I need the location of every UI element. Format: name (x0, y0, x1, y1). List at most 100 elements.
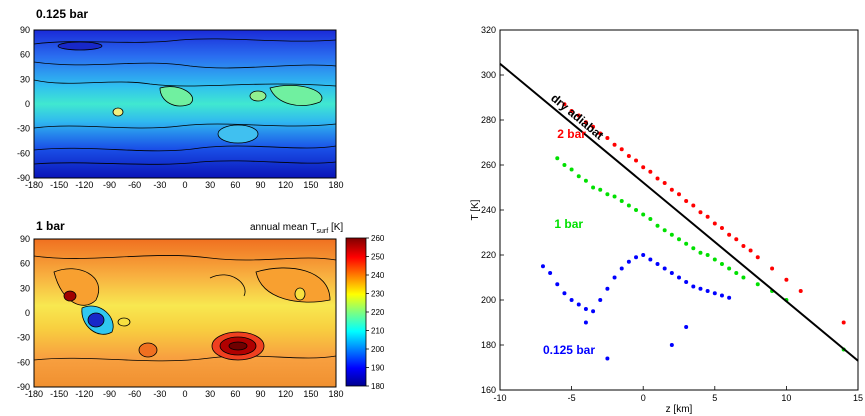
data-point (569, 167, 574, 172)
bottom-map-lat-tick-label: 0 (25, 308, 30, 318)
bottom-map-lat-tick-label: -30 (17, 333, 30, 343)
data-point (655, 262, 660, 266)
bottom-map-lon-tick-label: -90 (103, 389, 116, 399)
top-map-title: 0.125 bar (36, 7, 88, 21)
data-point (540, 264, 545, 269)
data-point (548, 271, 553, 275)
data-point (562, 102, 567, 107)
y-tick-label: 160 (481, 385, 496, 395)
top-map-lat-tick-label: 30 (20, 74, 30, 84)
data-point (691, 284, 696, 289)
scatter-plot: -10 -5 0 5 10 15 320300280260240220200180160 … (470, 25, 863, 415)
data-point (669, 343, 674, 347)
bottom-map-lat-tick-label: -90 (17, 382, 30, 392)
top-map-lat-tick-label: 60 (20, 50, 30, 60)
bottom-map-lon-tick-label: -30 (153, 389, 166, 399)
series-label: 0.125 bar (543, 343, 595, 357)
data-point (576, 302, 581, 307)
colorbar-tick-label: 260 (371, 234, 385, 243)
data-point (583, 320, 588, 325)
scatter-y-ticks: 320 300 280 260 240 220 200 180 160 (481, 25, 504, 395)
data-point (626, 154, 631, 158)
colorbar-tick-label: 250 (371, 253, 385, 262)
top-map-lon-tick-label: 0 (182, 180, 187, 190)
data-point (727, 266, 732, 271)
data-point (598, 187, 603, 192)
data-point (648, 169, 653, 174)
scatter-frame (499, 29, 859, 391)
data-point (727, 295, 732, 300)
data-point (576, 174, 581, 179)
colorbar-tick-label: 190 (371, 364, 385, 373)
x-tick-label: 5 (712, 393, 717, 403)
data-point (784, 277, 789, 282)
data-point (641, 165, 646, 170)
y-tick-label: 280 (481, 115, 496, 125)
data-point (712, 221, 717, 226)
y-tick-label: 260 (481, 160, 496, 170)
series-label: 2 bar (557, 127, 586, 141)
colorbar-tick-label: 200 (371, 345, 385, 354)
data-point (705, 214, 710, 219)
top-map-lon-tick-label: 120 (278, 180, 293, 190)
data-point (605, 192, 610, 197)
data-point (719, 293, 724, 298)
x-tick-label: 10 (781, 393, 791, 403)
data-point (598, 131, 603, 136)
data-point (612, 194, 617, 199)
top-map-lon-tick-label: -60 (128, 180, 141, 190)
top-map-lon-tick-label: -180 (25, 180, 43, 190)
top-map-lat-tick-label: -90 (17, 173, 30, 183)
data-point (684, 325, 689, 329)
top-map-lon-tick-label: -150 (50, 180, 68, 190)
y-axis-label: T [K] (470, 199, 481, 220)
colorbar-tick-label: 210 (371, 327, 385, 336)
data-point (626, 259, 631, 264)
data-point (705, 289, 710, 293)
data-point (634, 208, 639, 212)
data-point (634, 255, 639, 260)
data-point (734, 237, 739, 242)
top-map-lat-tick-label: -60 (17, 148, 30, 158)
x-tick-label: -5 (568, 393, 576, 403)
colorbar-tick-label: 180 (371, 382, 385, 391)
data-point (712, 291, 717, 296)
colorbar-label-unit: [K] (328, 222, 343, 233)
data-point (691, 246, 696, 251)
data-point (583, 307, 588, 311)
data-point (684, 280, 689, 284)
data-point (634, 158, 639, 163)
top-map (34, 30, 336, 178)
series-label: 1 bar (554, 217, 583, 231)
data-point (677, 275, 681, 280)
data-point (841, 320, 846, 325)
top-map-lon-tick-label: 150 (303, 180, 318, 190)
data-point (583, 120, 588, 125)
colorbar-label-main: annual mean T (250, 222, 317, 233)
colorbar-tick-label: 220 (371, 308, 385, 317)
data-point (555, 282, 560, 287)
data-point (648, 257, 653, 262)
bottom-map-lon-ticks: -180 -150 -120 -90 -60 -30 0 30 60 90 120 150 180 (25, 389, 344, 399)
top-map-lon-tick-label: -120 (75, 180, 93, 190)
data-point (662, 228, 667, 233)
colorbar-tick-label: 230 (371, 290, 385, 299)
data-point (669, 187, 674, 192)
bottom-map-lon-tick-label: 180 (328, 389, 343, 399)
data-point (677, 192, 681, 197)
bottom-map-lat-tick-label: 30 (20, 283, 30, 293)
bottom-map-lon-tick-label: -150 (50, 389, 68, 399)
data-point (712, 257, 717, 262)
top-map-lon-tick-label: 60 (230, 180, 240, 190)
scatter-points (540, 102, 846, 361)
data-point (562, 291, 567, 296)
data-point (705, 253, 710, 257)
data-point (562, 163, 567, 167)
y-tick-label: 300 (481, 70, 496, 80)
data-point (770, 266, 775, 271)
bottom-map-lon-tick-label: 150 (303, 389, 318, 399)
bottom-map-lon-tick-label: 0 (182, 389, 187, 399)
data-point (605, 136, 610, 140)
